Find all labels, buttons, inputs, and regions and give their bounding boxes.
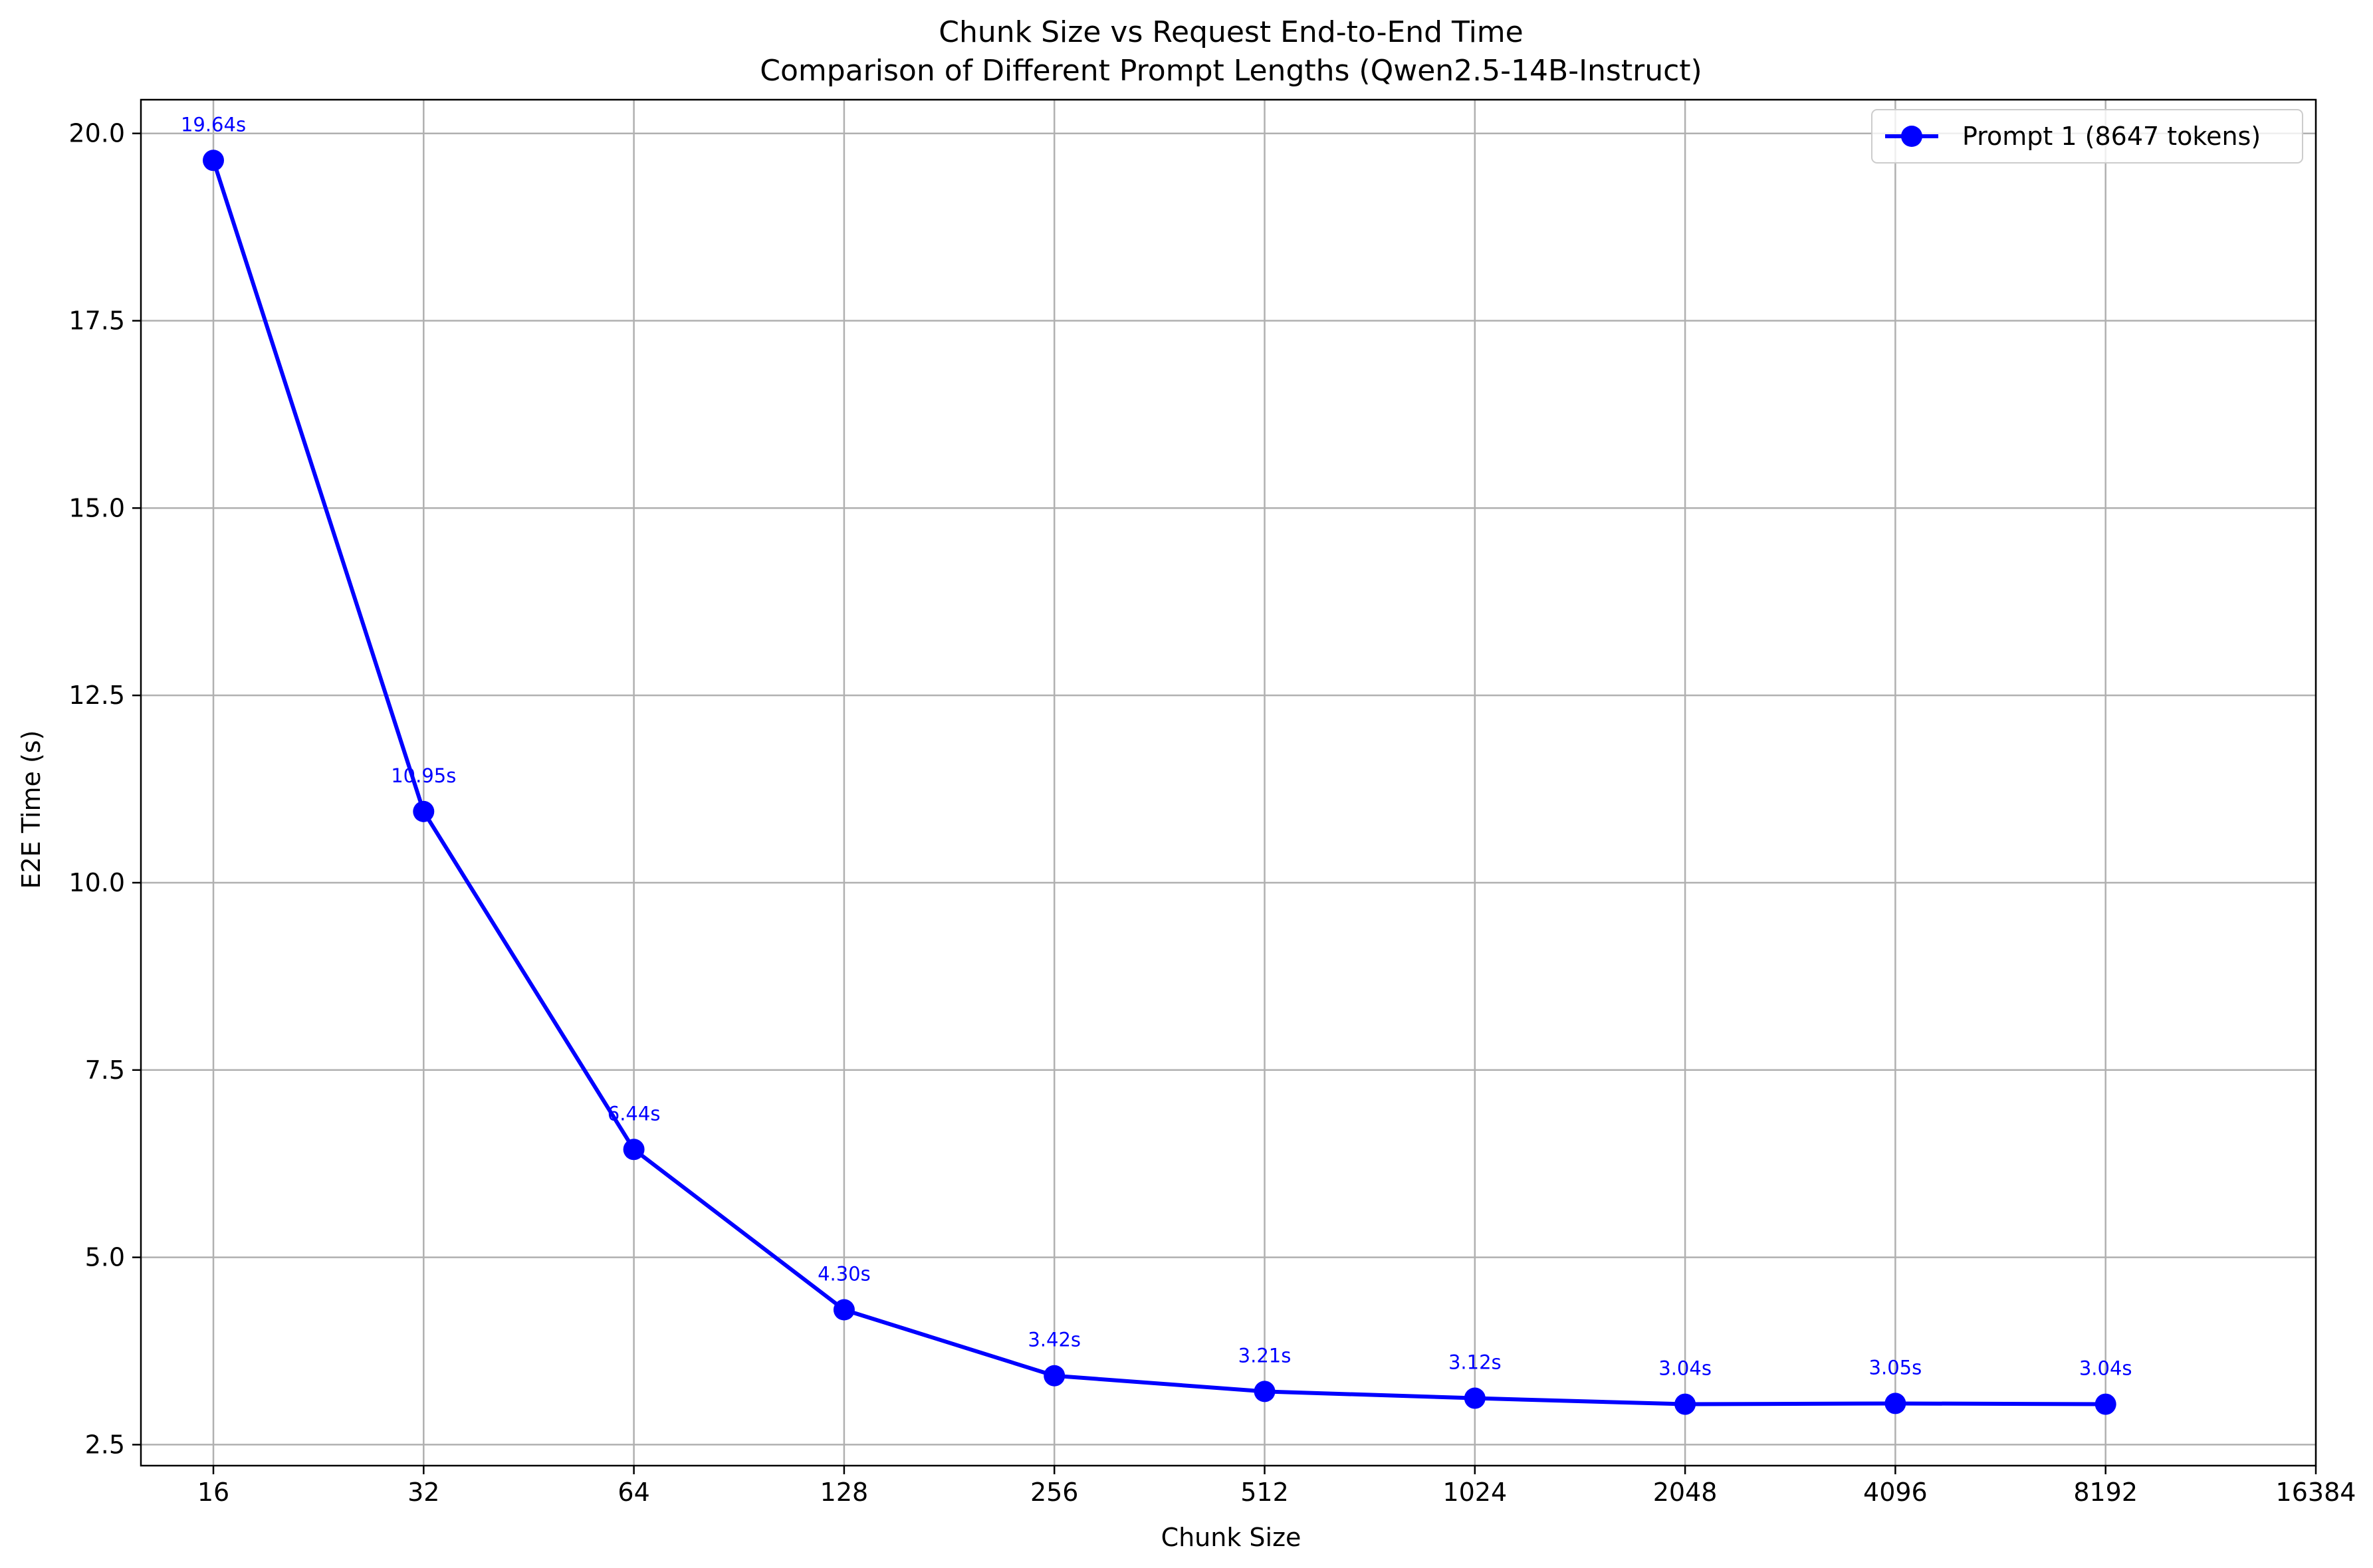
x-axis-label: Chunk Size (1161, 1523, 1301, 1552)
data-point (1044, 1365, 1066, 1387)
x-tick-label: 256 (1030, 1478, 1079, 1507)
x-tick-label: 16 (197, 1478, 229, 1507)
x-tick-label: 16384 (2276, 1478, 2356, 1507)
data-label: 3.04s (2079, 1357, 2132, 1380)
legend-entry-label: Prompt 1 (8647 tokens) (1962, 122, 2261, 151)
legend-marker-swatch (1901, 126, 1922, 147)
x-tick-label: 8192 (2073, 1478, 2138, 1507)
legend: Prompt 1 (8647 tokens) (1871, 109, 2303, 164)
data-label: 4.30s (818, 1263, 871, 1286)
data-point (413, 800, 435, 822)
y-tick-label: 2.5 (85, 1430, 125, 1459)
y-tick-label: 7.5 (85, 1056, 125, 1085)
data-point (1674, 1393, 1696, 1415)
x-tick-label: 32 (407, 1478, 439, 1507)
x-tick-label: 64 (618, 1478, 649, 1507)
plot-frame (140, 98, 2317, 1467)
data-label: 3.21s (1238, 1344, 1292, 1367)
data-point (2094, 1393, 2116, 1415)
y-axis-label: E2E Time (s) (17, 730, 46, 889)
data-label: 3.05s (1869, 1356, 1922, 1379)
x-tick-label: 2048 (1653, 1478, 1718, 1507)
chart-subtitle: Comparison of Different Prompt Lengths (… (760, 54, 1702, 88)
series-plot (203, 150, 2116, 1415)
y-tick-label: 5.0 (85, 1243, 125, 1272)
data-point (833, 1299, 855, 1321)
x-axis-ticks: 16 32 64 128 256 512 1024 2048 4096 8192 16384 (197, 1466, 2356, 1507)
data-point (623, 1139, 645, 1161)
y-tick-label: 10.0 (68, 868, 125, 897)
series-line (211, 158, 2108, 1406)
chart-title: Chunk Size vs Request End-to-End Time (939, 15, 1523, 49)
y-axis-ticks: 2.5 5.0 7.5 10.0 12.5 15.0 17.5 20.0 (68, 119, 141, 1459)
y-tick-label: 20.0 (68, 119, 125, 148)
data-label: 3.42s (1028, 1329, 1081, 1351)
data-point (203, 150, 225, 171)
data-label: 3.04s (1658, 1357, 1712, 1380)
legend-box (1871, 109, 2303, 164)
data-label: 19.64s (181, 113, 246, 136)
y-tick-label: 15.0 (68, 493, 125, 522)
x-tick-label: 512 (1240, 1478, 1289, 1507)
data-point (1884, 1393, 1906, 1414)
data-label: 3.12s (1448, 1351, 1502, 1374)
x-tick-label: 4096 (1863, 1478, 1928, 1507)
data-point (1254, 1381, 1276, 1402)
data-label: 6.44s (608, 1102, 661, 1125)
y-tick-label: 12.5 (68, 681, 125, 710)
y-tick-label: 17.5 (68, 306, 125, 336)
data-label: 10.95s (391, 764, 456, 787)
data-point (1464, 1387, 1486, 1409)
data-labels: 19.64s 10.95s 6.44s 4.30s 3.42s 3.21s 3.12s 3.0… (181, 113, 2132, 1379)
x-tick-label: 1024 (1442, 1478, 1507, 1507)
x-tick-label: 128 (820, 1478, 869, 1507)
